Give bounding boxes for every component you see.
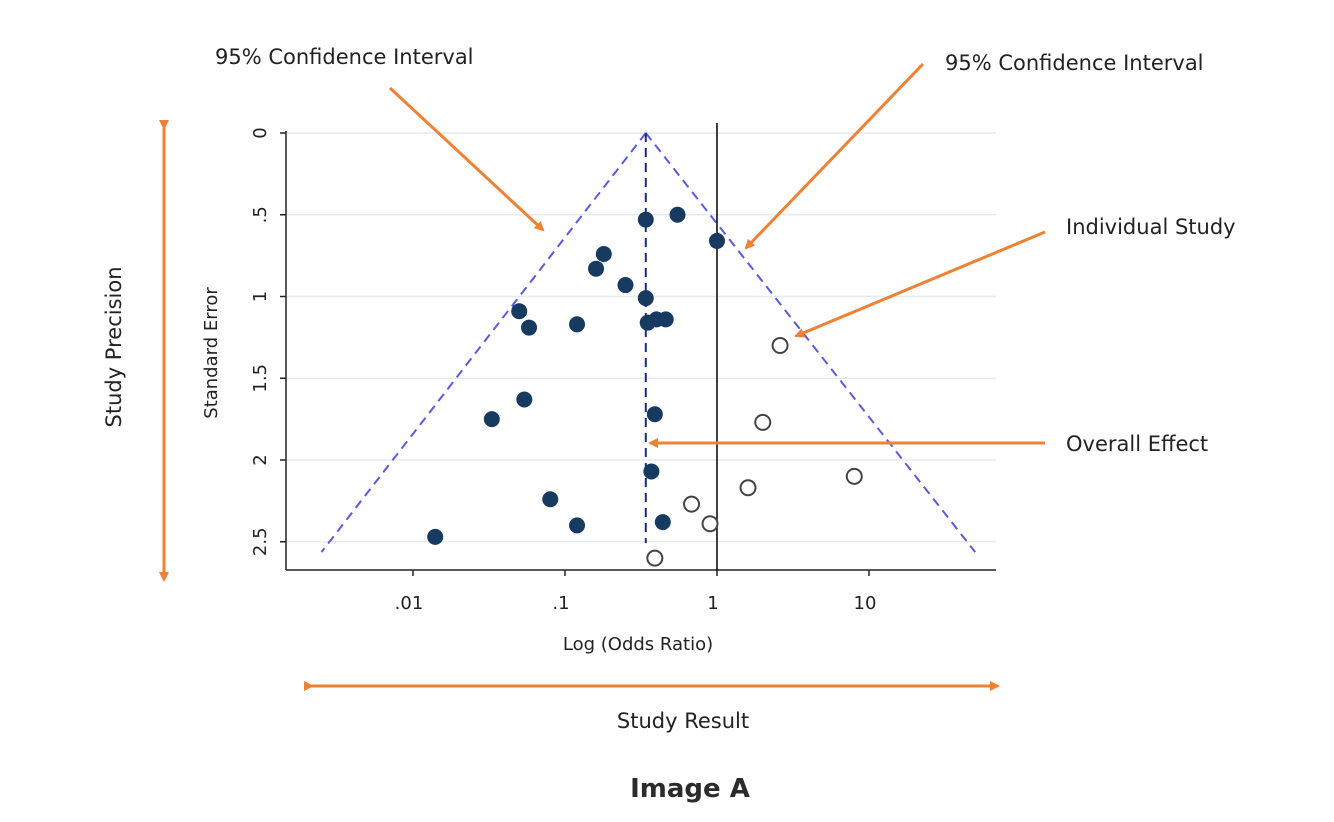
x-tick-label: 1 <box>707 593 718 614</box>
study-point-filled <box>542 491 559 508</box>
ci-right-arrow <box>744 62 925 250</box>
x-tick-label: 10 <box>854 593 877 614</box>
y-ticks: 0 .5 1 1.5 2 2.5 <box>250 127 286 556</box>
y-tick-label: 0 <box>250 127 271 138</box>
study-point-filled <box>646 406 663 423</box>
ci-right-label: 95% Confidence Interval <box>945 51 1204 75</box>
study-point-filled <box>657 311 674 328</box>
y-tick-label: 2 <box>250 454 271 465</box>
y-tick-label: 1 <box>250 291 271 302</box>
y-tick-label: .5 <box>250 206 271 223</box>
x-axis-title: Log (Odds Ratio) <box>563 634 713 655</box>
study-point-open <box>683 495 701 513</box>
study-point-filled <box>637 211 654 228</box>
funnel-right-ci-line <box>644 132 977 553</box>
funnel-left-ci-line <box>320 132 647 553</box>
study-point-filled <box>617 277 634 294</box>
study-point-filled <box>595 245 612 262</box>
y-axis-title: Standard Error <box>201 287 222 419</box>
overall-effect-label: Overall Effect <box>1066 432 1208 456</box>
study-point-filled <box>654 514 671 531</box>
study-point-filled <box>511 303 528 320</box>
study-point-filled <box>569 316 586 333</box>
study-point-filled <box>643 463 660 480</box>
x-tick-label: .01 <box>395 593 424 614</box>
annotation-arrows <box>159 62 1046 691</box>
funnel-lines <box>320 123 977 570</box>
study-point-filled <box>427 528 444 545</box>
figure-caption: Image A <box>630 774 750 804</box>
individual-study-label: Individual Study <box>1066 215 1236 239</box>
study-point-filled <box>483 411 500 428</box>
study-precision-label: Study Precision <box>102 266 126 427</box>
study-point-filled <box>516 391 533 408</box>
individual-study-arrow <box>794 230 1046 338</box>
axes <box>285 131 996 571</box>
study-point-filled <box>521 319 538 336</box>
study-point-open <box>701 515 719 533</box>
x-ticks: .01 .1 1 10 <box>395 570 877 614</box>
study-point-filled <box>669 206 686 223</box>
ci-left-label: 95% Confidence Interval <box>215 45 474 69</box>
study-point-filled <box>709 232 725 249</box>
study-points <box>427 206 863 567</box>
y-tick-label: 1.5 <box>250 364 271 393</box>
study-point-open <box>646 549 664 567</box>
study-result-label: Study Result <box>617 709 749 733</box>
study-point-filled <box>569 517 586 534</box>
ci-left-arrow <box>388 86 545 232</box>
y-tick-label: 2.5 <box>250 527 271 556</box>
gridlines <box>286 132 996 543</box>
x-tick-label: .1 <box>552 593 569 614</box>
study-point-open <box>739 479 757 497</box>
study-point-filled <box>637 290 654 307</box>
study-point-filled <box>588 260 605 277</box>
study-point-open <box>771 337 789 355</box>
study-point-open <box>845 467 863 485</box>
study-point-open <box>754 413 772 431</box>
